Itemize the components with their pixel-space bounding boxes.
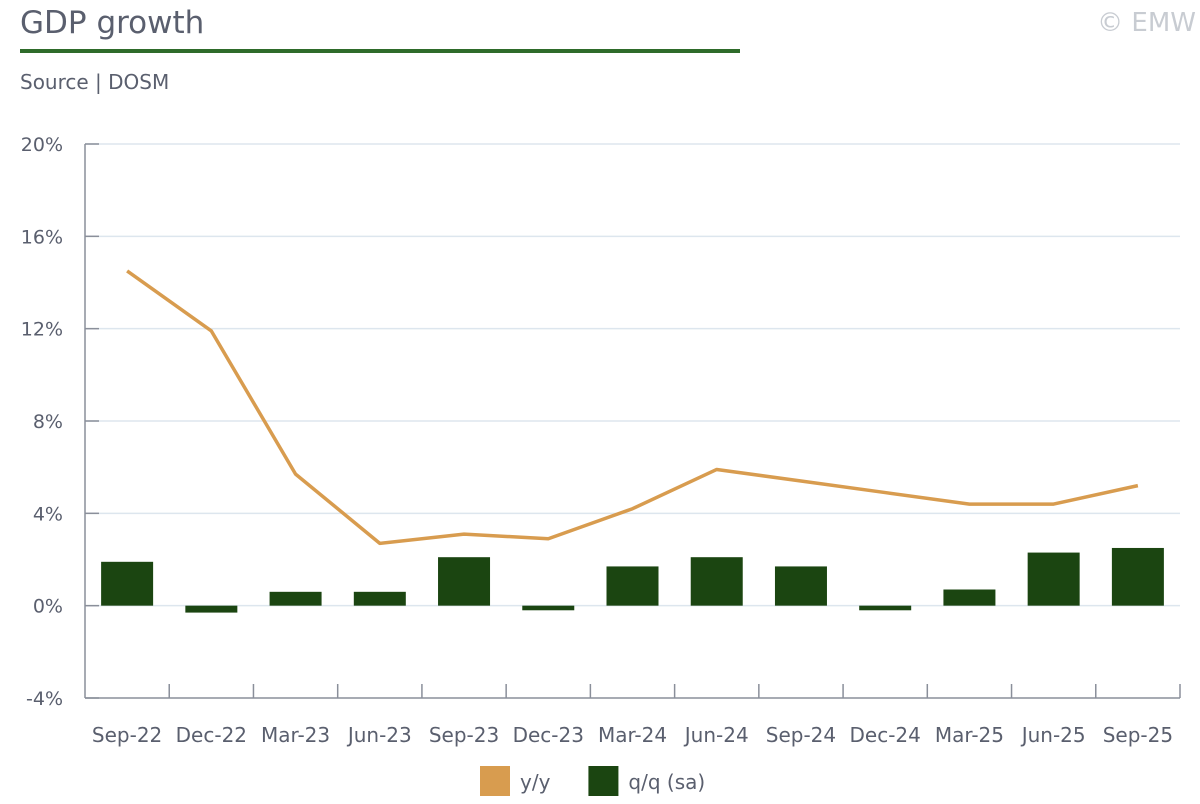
x-tick-label: Sep-22 (92, 723, 162, 747)
y-tick-label: 8% (33, 411, 63, 433)
bar (269, 591, 322, 606)
y-tick-label: 16% (21, 226, 63, 248)
subtitle: Source | DOSM (20, 70, 169, 94)
legend-swatch (480, 766, 510, 796)
x-tick-label: Dec-23 (513, 723, 584, 747)
x-tick-label: Mar-25 (935, 723, 1004, 747)
bar (774, 566, 827, 606)
bar (185, 605, 238, 613)
chart-title: GDP growth (20, 5, 204, 41)
bar (606, 566, 659, 606)
x-tick-label: Jun-24 (683, 723, 749, 747)
y-tick-label: 4% (33, 503, 63, 525)
bar (859, 605, 912, 611)
legend-label: q/q (sa) (628, 770, 705, 794)
x-tick-label: Mar-23 (261, 723, 330, 747)
x-tick-label: Dec-22 (176, 723, 247, 747)
bar (1027, 552, 1080, 606)
x-tick-label: Jun-23 (346, 723, 412, 747)
x-tick-label: Sep-24 (766, 723, 836, 747)
y-tick-label: 0% (33, 596, 63, 618)
bar (690, 557, 743, 606)
copyright: © EMW (1097, 8, 1196, 38)
line (126, 269, 1139, 546)
bar (522, 605, 575, 611)
x-tick-label: Sep-23 (429, 723, 499, 747)
bar (353, 591, 406, 606)
legend-label: y/y (520, 770, 551, 794)
bar (1111, 547, 1164, 606)
x-tick-label: Sep-25 (1103, 723, 1173, 747)
bar (943, 589, 996, 606)
y-tick-label: -4% (26, 688, 63, 710)
title-underline (20, 49, 740, 53)
bar (438, 557, 491, 606)
x-tick-label: Mar-24 (598, 723, 667, 747)
y-tick-label: 20% (21, 134, 63, 156)
legend-swatch (588, 766, 619, 796)
y-tick-label: 12% (21, 319, 63, 341)
x-tick-label: Jun-25 (1020, 723, 1086, 747)
bar (101, 561, 154, 606)
x-tick-label: Dec-24 (850, 723, 921, 747)
